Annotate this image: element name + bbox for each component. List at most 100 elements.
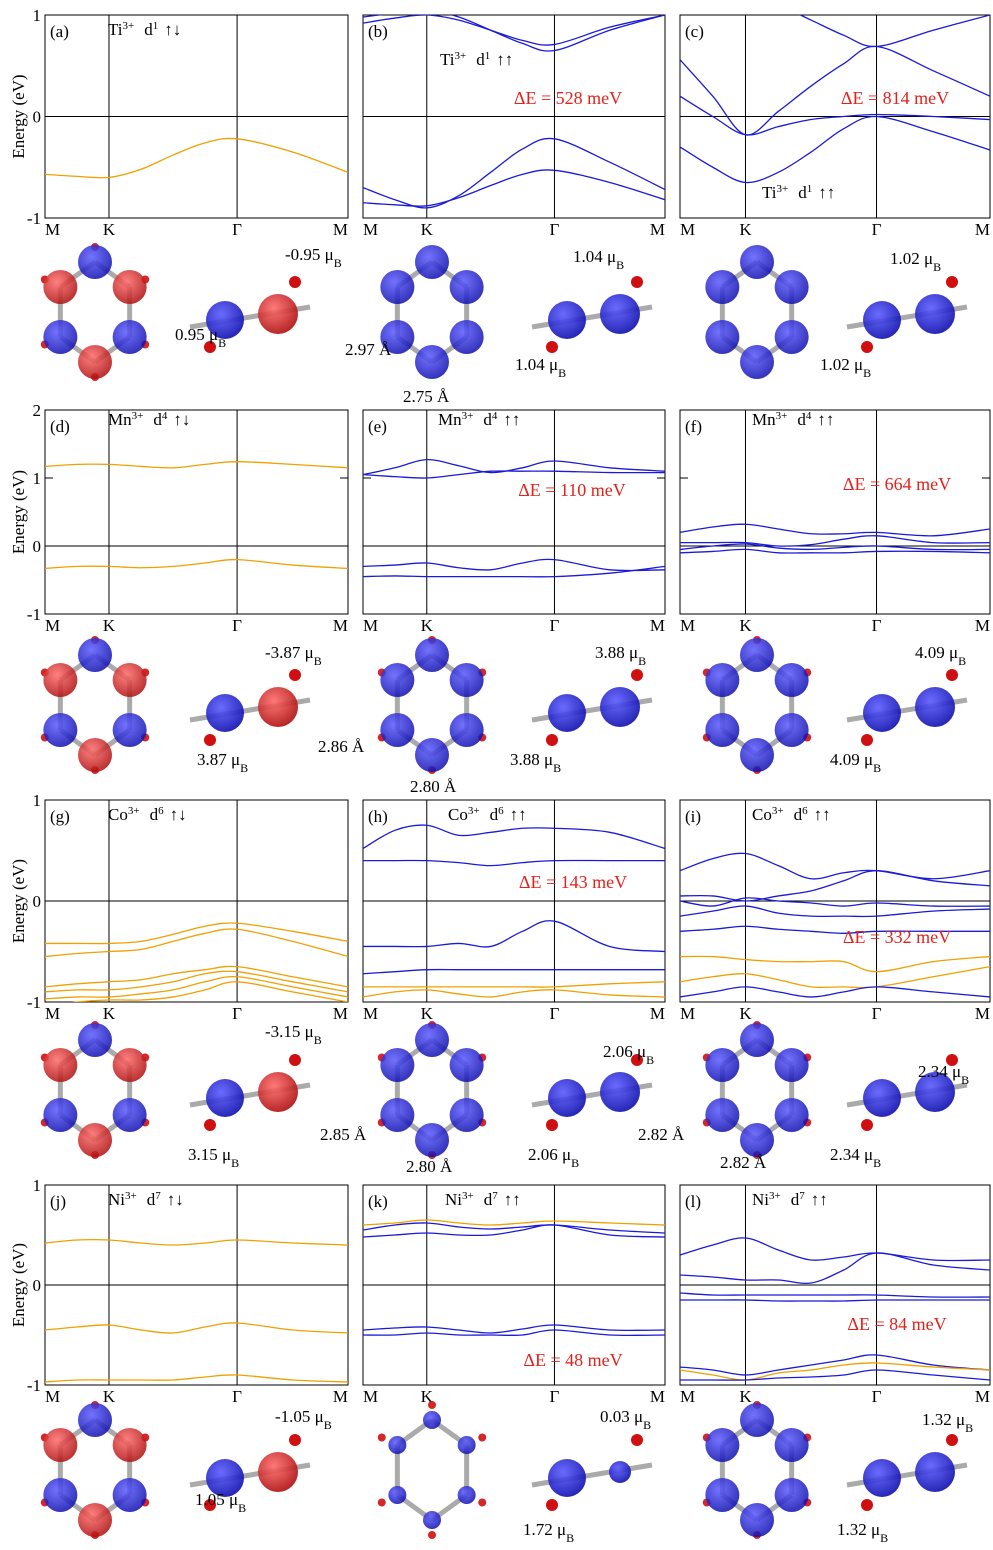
spin-density bbox=[43, 1048, 78, 1082]
moment-label: 4.09 μB bbox=[830, 750, 881, 775]
moment-label-subscript: B bbox=[880, 1531, 888, 1545]
spin-density bbox=[548, 694, 586, 732]
ion-label: Mn3+ d4 ↑↑ bbox=[438, 410, 520, 429]
ion-spin: ↑↑ bbox=[811, 1190, 828, 1209]
delta-e: ΔE = 48 meV bbox=[523, 1350, 622, 1370]
delta-e: ΔE = 528 meV bbox=[514, 88, 622, 108]
plot-frame bbox=[362, 409, 666, 615]
x-tick-label: K bbox=[739, 1387, 752, 1406]
spin-density bbox=[258, 687, 298, 727]
oxygen bbox=[204, 734, 216, 746]
ion-charge: 3+ bbox=[468, 805, 480, 817]
spin-density bbox=[863, 1459, 901, 1497]
spin-density bbox=[258, 294, 298, 334]
oxygen bbox=[546, 734, 558, 746]
ion-spin: ↑↑ bbox=[496, 50, 513, 69]
moment-label-value: 1.32 μ bbox=[922, 1410, 965, 1429]
x-tick-label: K bbox=[103, 1387, 116, 1406]
spin-density bbox=[43, 713, 78, 747]
x-tick-label: Γ bbox=[232, 616, 242, 635]
moment-label-value: -0.95 μ bbox=[285, 245, 334, 264]
x-tick-label: Γ bbox=[550, 1387, 560, 1406]
distance-label: 2.97 Å bbox=[345, 340, 392, 359]
x-tick-label: K bbox=[421, 1004, 434, 1023]
y-axis-label: Energy (eV) bbox=[9, 1243, 28, 1327]
band bbox=[45, 975, 348, 1000]
spin-density bbox=[43, 320, 78, 354]
oxygen bbox=[428, 1401, 436, 1409]
spin-density bbox=[740, 738, 774, 772]
spin-density bbox=[705, 1048, 740, 1082]
ion-element: Ti bbox=[440, 50, 455, 69]
ion-electrons: 6 bbox=[498, 805, 504, 817]
y-tick-label: -1 bbox=[27, 209, 41, 228]
moment-label-subscript: B bbox=[961, 1073, 969, 1087]
spin-density bbox=[449, 713, 484, 747]
moment-label-subscript: B bbox=[553, 761, 561, 775]
y-tick-label: -1 bbox=[27, 1376, 41, 1395]
y-axis-label: Energy (eV) bbox=[9, 74, 28, 158]
ion-electrons: 1 bbox=[807, 183, 813, 195]
moment-label: 2.06 μB bbox=[528, 1145, 579, 1170]
band bbox=[680, 1369, 990, 1381]
y-tick-label: 0 bbox=[33, 892, 42, 911]
ion-charge: 3+ bbox=[125, 1190, 137, 1202]
spin-density bbox=[600, 687, 640, 727]
ion-charge: 3+ bbox=[772, 805, 784, 817]
spin-density bbox=[380, 713, 415, 747]
band bbox=[363, 558, 665, 572]
band-panel: M K Γ M (k) Ni3+ d7 ↑↑ ΔE = 48 meV bbox=[362, 1184, 666, 1539]
y-tick-label: -1 bbox=[27, 605, 41, 624]
spin-density bbox=[206, 1459, 244, 1497]
ion-charge: 3+ bbox=[776, 410, 788, 422]
spin-density bbox=[112, 663, 147, 697]
ion-label: Mn3+ d4 ↑↑ bbox=[752, 410, 834, 429]
band bbox=[680, 870, 990, 902]
delta-e: ΔE = 143 meV bbox=[519, 872, 627, 892]
band bbox=[680, 1237, 990, 1262]
x-tick-label: Γ bbox=[232, 1004, 242, 1023]
band bbox=[363, 137, 665, 209]
moment-label-value: 3.15 μ bbox=[188, 1145, 231, 1164]
distance-label: 2.80 Å bbox=[406, 1157, 453, 1176]
x-tick-label: M bbox=[333, 220, 348, 239]
moment-label-value: 1.04 μ bbox=[515, 355, 558, 374]
x-tick-label: M bbox=[680, 616, 695, 635]
band bbox=[799, 15, 990, 48]
spin-density bbox=[258, 1452, 298, 1492]
panel-label: (d) bbox=[50, 417, 70, 436]
ion-label: Ni3+ d7 ↑↑ bbox=[445, 1190, 521, 1209]
ion-charge: 3+ bbox=[123, 20, 135, 32]
ion-orbital: d bbox=[476, 50, 485, 69]
panel-label: (f) bbox=[685, 417, 702, 436]
moment-label-subscript: B bbox=[571, 1156, 579, 1170]
x-tick-label: K bbox=[421, 616, 434, 635]
moment-label: 1.32 μB bbox=[922, 1410, 973, 1435]
y-tick-label: 1 bbox=[33, 469, 42, 488]
oxygen bbox=[946, 669, 958, 681]
x-tick-label: K bbox=[739, 220, 752, 239]
spin-density bbox=[380, 1048, 415, 1082]
ion-charge: 3+ bbox=[132, 410, 144, 422]
spin-density bbox=[863, 1079, 901, 1117]
y-tick-label: -1 bbox=[27, 993, 41, 1012]
ion-charge: 3+ bbox=[462, 410, 474, 422]
moment-label: -3.15 μB bbox=[265, 1022, 322, 1047]
spin-density bbox=[423, 1511, 441, 1529]
spin-density bbox=[449, 320, 484, 354]
spin-density bbox=[206, 301, 244, 339]
x-tick-label: Γ bbox=[232, 220, 242, 239]
band-panel: M K Γ M (c) Ti3+ d1 ↑↑ ΔE = 814 meV bbox=[679, 14, 991, 379]
moment-label-subscript: B bbox=[863, 366, 871, 380]
ion-element: Mn bbox=[108, 410, 132, 429]
spin-density bbox=[43, 1478, 78, 1512]
spin-density bbox=[740, 345, 774, 379]
moment-label-subscript: B bbox=[324, 1418, 332, 1432]
spin-density bbox=[78, 1503, 112, 1537]
spin-density bbox=[548, 301, 586, 339]
band bbox=[45, 965, 348, 988]
ion-electrons: 6 bbox=[802, 805, 808, 817]
spin-density bbox=[258, 1072, 298, 1112]
y-tick-label: 1 bbox=[33, 791, 42, 810]
